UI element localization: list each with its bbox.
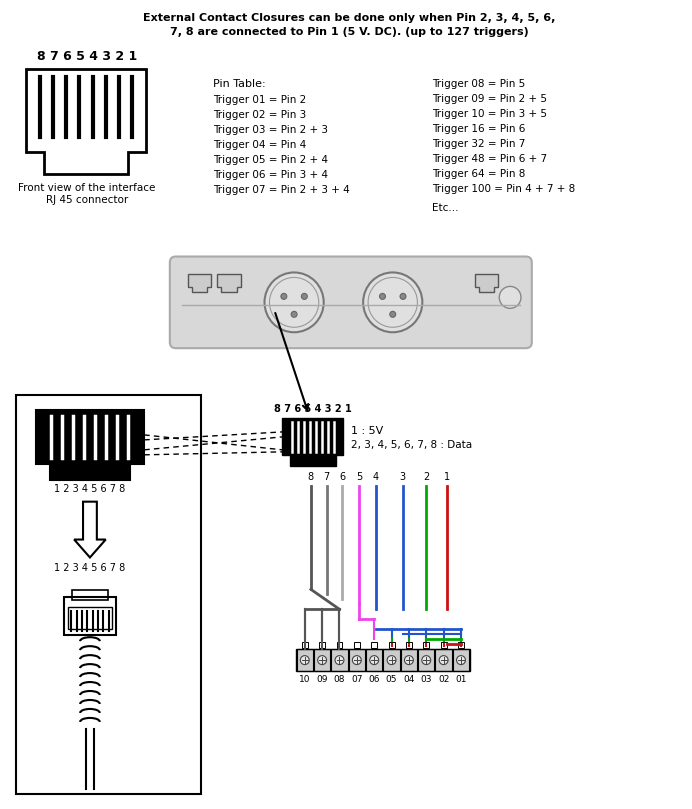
Text: 01: 01 (455, 675, 466, 684)
Text: 1 : 5V: 1 : 5V (352, 426, 383, 436)
Bar (336, 642, 343, 648)
Text: 04: 04 (403, 675, 415, 684)
Bar (383, 649, 400, 671)
Text: 03: 03 (421, 675, 432, 684)
Circle shape (281, 294, 286, 299)
Bar (406, 642, 412, 648)
Text: 10: 10 (299, 675, 311, 684)
Circle shape (379, 294, 385, 299)
Text: Trigger 03 = Pin 2 + 3: Trigger 03 = Pin 2 + 3 (213, 125, 328, 135)
Bar (314, 649, 330, 671)
Text: 02: 02 (438, 675, 449, 684)
Bar (331, 649, 347, 671)
Text: Trigger 09 = Pin 2 + 5: Trigger 09 = Pin 2 + 5 (432, 94, 547, 104)
Text: Trigger 64 = Pin 8: Trigger 64 = Pin 8 (432, 169, 525, 179)
Text: 09: 09 (316, 675, 328, 684)
Text: 06: 06 (368, 675, 380, 684)
Polygon shape (475, 274, 498, 292)
Text: Trigger 05 = Pin 2 + 4: Trigger 05 = Pin 2 + 4 (213, 155, 328, 165)
Circle shape (363, 273, 422, 332)
Text: Trigger 04 = Pin 4: Trigger 04 = Pin 4 (213, 140, 307, 150)
Text: 8: 8 (308, 472, 314, 481)
Text: Trigger 32 = Pin 7: Trigger 32 = Pin 7 (432, 139, 525, 149)
Text: RJ 45 connector: RJ 45 connector (46, 195, 128, 205)
Text: 1 2 3 4 5 6 7 8: 1 2 3 4 5 6 7 8 (54, 563, 125, 574)
Text: 1: 1 (444, 472, 450, 481)
Bar (349, 649, 365, 671)
Circle shape (264, 273, 324, 332)
Bar (458, 642, 464, 648)
Bar (296, 649, 470, 671)
Bar (72, 591, 108, 600)
Circle shape (405, 655, 413, 665)
Bar (366, 649, 383, 671)
Circle shape (300, 655, 309, 665)
Text: 5: 5 (356, 472, 363, 481)
Circle shape (422, 655, 430, 665)
Bar (69, 608, 111, 629)
Circle shape (499, 286, 521, 308)
Text: 7: 7 (324, 472, 330, 481)
Circle shape (457, 655, 466, 665)
Text: 7, 8 are connected to Pin 1 (5 V. DC). (up to 127 triggers): 7, 8 are connected to Pin 1 (5 V. DC). (… (170, 28, 529, 37)
Bar (297, 649, 313, 671)
Text: Trigger 16 = Pin 6: Trigger 16 = Pin 6 (432, 124, 525, 134)
Text: Trigger 48 = Pin 6 + 7: Trigger 48 = Pin 6 + 7 (432, 154, 547, 164)
Bar (64, 597, 116, 635)
Text: Etc...: Etc... (432, 203, 459, 213)
Text: Front view of the interface: Front view of the interface (18, 183, 156, 193)
Bar (302, 642, 308, 648)
Bar (418, 649, 435, 671)
Bar (441, 642, 446, 648)
Bar (319, 642, 325, 648)
Circle shape (335, 655, 344, 665)
Text: Trigger 02 = Pin 3: Trigger 02 = Pin 3 (213, 110, 307, 120)
Polygon shape (282, 418, 343, 466)
Circle shape (291, 311, 297, 317)
Text: Trigger 10 = Pin 3 + 5: Trigger 10 = Pin 3 + 5 (432, 109, 547, 119)
Circle shape (318, 655, 327, 665)
Text: 2, 3, 4, 5, 6, 7, 8 : Data: 2, 3, 4, 5, 6, 7, 8 : Data (352, 440, 473, 450)
Text: Trigger 01 = Pin 2: Trigger 01 = Pin 2 (213, 95, 307, 105)
Polygon shape (26, 69, 146, 174)
Circle shape (387, 655, 396, 665)
Bar (453, 649, 469, 671)
Circle shape (439, 655, 448, 665)
Bar (401, 649, 417, 671)
Text: Trigger 07 = Pin 2 + 3 + 4: Trigger 07 = Pin 2 + 3 + 4 (213, 184, 350, 195)
Text: 4: 4 (373, 472, 379, 481)
Text: Pin Table:: Pin Table: (213, 79, 266, 89)
Bar (354, 642, 360, 648)
Text: 3: 3 (399, 472, 406, 481)
Circle shape (390, 311, 396, 317)
Text: 1 2 3 4 5 6 7 8: 1 2 3 4 5 6 7 8 (54, 484, 125, 493)
FancyBboxPatch shape (170, 256, 532, 348)
Text: 05: 05 (386, 675, 397, 684)
Polygon shape (36, 410, 144, 480)
Circle shape (400, 294, 406, 299)
Text: 6: 6 (339, 472, 345, 481)
Text: External Contact Closures can be done only when Pin 2, 3, 4, 5, 6,: External Contact Closures can be done on… (143, 13, 556, 23)
Polygon shape (74, 502, 106, 557)
Circle shape (370, 655, 379, 665)
Text: 07: 07 (351, 675, 363, 684)
Text: 08: 08 (334, 675, 345, 684)
Bar (389, 642, 394, 648)
Text: 8 7 6 5 4 3 2 1: 8 7 6 5 4 3 2 1 (274, 404, 352, 414)
Text: 8 7 6 5 4 3 2 1: 8 7 6 5 4 3 2 1 (37, 50, 137, 63)
Bar (435, 649, 452, 671)
Bar (371, 642, 377, 648)
Circle shape (352, 655, 361, 665)
Polygon shape (188, 274, 211, 292)
Text: 2: 2 (423, 472, 430, 481)
Polygon shape (217, 274, 241, 292)
Text: Trigger 06 = Pin 3 + 4: Trigger 06 = Pin 3 + 4 (213, 170, 328, 180)
Bar (16, 395, 201, 794)
Text: Trigger 100 = Pin 4 + 7 + 8: Trigger 100 = Pin 4 + 7 + 8 (432, 184, 576, 194)
Text: Trigger 08 = Pin 5: Trigger 08 = Pin 5 (432, 79, 525, 89)
Bar (424, 642, 429, 648)
Circle shape (302, 294, 307, 299)
